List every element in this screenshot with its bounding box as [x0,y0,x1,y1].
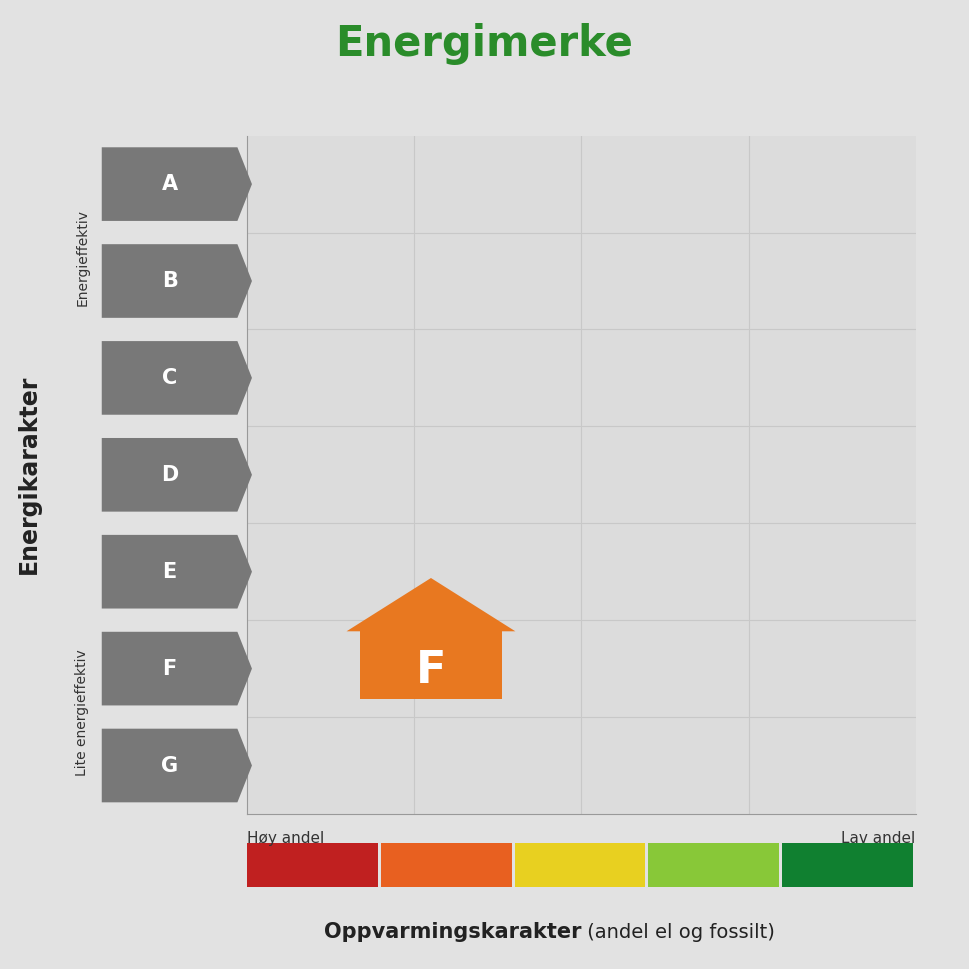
Bar [359,632,502,700]
Text: Lite energieffektiv: Lite energieffektiv [76,649,89,775]
Text: Energieffektiv: Energieffektiv [76,209,89,306]
Text: G: G [161,756,178,775]
Text: F: F [416,649,446,692]
Polygon shape [347,578,516,632]
Text: A: A [162,174,177,194]
Text: B: B [162,271,177,291]
Text: F: F [163,659,176,678]
Text: E: E [163,562,176,581]
Text: Energikarakter: Energikarakter [17,375,41,575]
Text: D: D [161,465,178,484]
Text: Oppvarmingskarakter: Oppvarmingskarakter [324,922,581,942]
Text: Høy andel: Høy andel [247,830,325,846]
Text: C: C [162,368,177,388]
Text: Energimerke: Energimerke [335,22,634,65]
Text: (andel el og fossilt): (andel el og fossilt) [581,922,775,942]
Text: Lav andel: Lav andel [841,830,916,846]
